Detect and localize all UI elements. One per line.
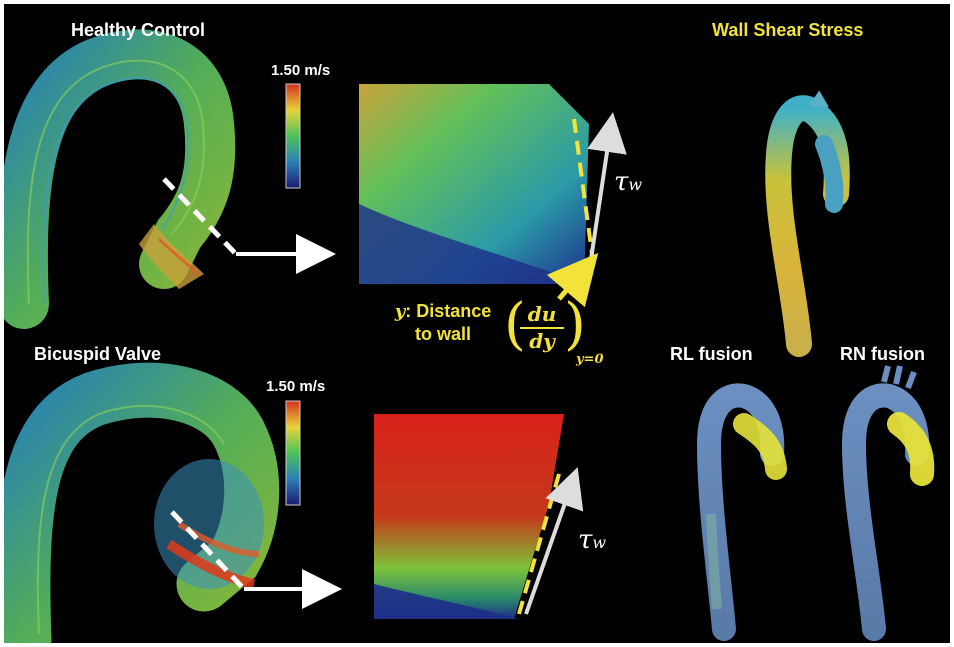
wss-title: Wall Shear Stress xyxy=(712,20,864,40)
tau-w-top: τw xyxy=(614,166,642,197)
tau-w-bottom: τw xyxy=(578,524,606,555)
tau-subscript-top: w xyxy=(628,175,643,194)
tau-symbol-bottom: τ xyxy=(578,525,593,555)
healthy-colorbar xyxy=(285,83,301,189)
healthy-zoom-panel xyxy=(359,84,627,308)
bicuspid-colorbar-max-label: 1.50 m/s xyxy=(266,378,326,395)
distance-to-wall-annotation: y: Distance to wall xyxy=(388,300,498,345)
rl-fusion-label: RL fusion xyxy=(670,344,753,364)
y-symbol: y xyxy=(394,301,406,322)
bicuspid-cut-line xyxy=(170,510,246,591)
wss-main-aorta xyxy=(765,90,850,357)
rn-fusion-label: RN fusion xyxy=(840,344,925,364)
healthy-control-title: Healthy Control xyxy=(71,20,206,40)
distance-text: : Distance xyxy=(405,301,492,321)
figure-canvas: Healthy Control 1.50 m/s Bicuspid Valve … xyxy=(4,4,950,643)
frac-subscript: y=0 xyxy=(576,352,604,367)
wss-rl-fusion-aorta xyxy=(696,383,787,641)
figure-graphics xyxy=(4,29,935,643)
tau-symbol-top: τ xyxy=(614,167,629,197)
bicuspid-valve-title: Bicuspid Valve xyxy=(34,344,162,364)
healthy-colorbar-max-label: 1.50 m/s xyxy=(271,62,331,79)
healthy-aorta-streamlines xyxy=(4,29,236,329)
frac-numerator: du xyxy=(520,302,564,329)
healthy-cut-line xyxy=(162,177,238,256)
frac-denominator: dy xyxy=(529,329,555,353)
bicuspid-aorta-streamlines xyxy=(4,362,280,643)
bicuspid-colorbar xyxy=(285,400,301,506)
bicuspid-zoom-panel xyxy=(374,414,584,619)
to-wall-text: to wall xyxy=(414,324,471,344)
tau-subscript-bottom: w xyxy=(592,533,607,552)
wss-rn-fusion-aorta xyxy=(841,365,935,641)
